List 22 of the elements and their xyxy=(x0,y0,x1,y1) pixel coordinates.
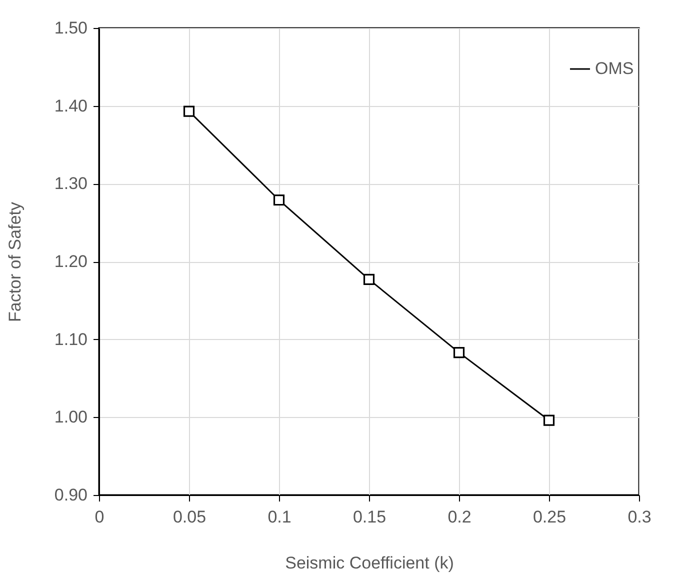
point xyxy=(273,194,285,206)
x-tick-label: 0.15 xyxy=(352,508,386,526)
y-tick-label: 1.00 xyxy=(54,408,88,427)
x-tick-label: 0 xyxy=(94,508,104,526)
x-axis-title: Seismic Coefficient (k) xyxy=(285,554,454,572)
point xyxy=(543,414,555,426)
y-tick-label: 1.30 xyxy=(54,174,88,194)
x-tick-label: 0.1 xyxy=(268,508,292,526)
x-tick-label: 0.25 xyxy=(532,508,566,526)
legend-label: OMS xyxy=(595,59,634,78)
x-tick-label: 0.05 xyxy=(172,508,206,526)
y-tick-label: 1.50 xyxy=(54,18,88,38)
point xyxy=(183,106,195,117)
point xyxy=(453,347,465,358)
y-tick-label: 1.10 xyxy=(54,330,88,349)
x-tick-label: 0.3 xyxy=(628,508,652,526)
y-tick-label: 0.90 xyxy=(54,486,88,504)
y-axis-title: Factor of Safety xyxy=(5,202,24,322)
y-tick-label: 1.40 xyxy=(54,96,88,116)
y-tick-label: 1.20 xyxy=(54,252,88,271)
x-tick-label: 0.2 xyxy=(448,508,472,526)
point xyxy=(363,274,375,285)
